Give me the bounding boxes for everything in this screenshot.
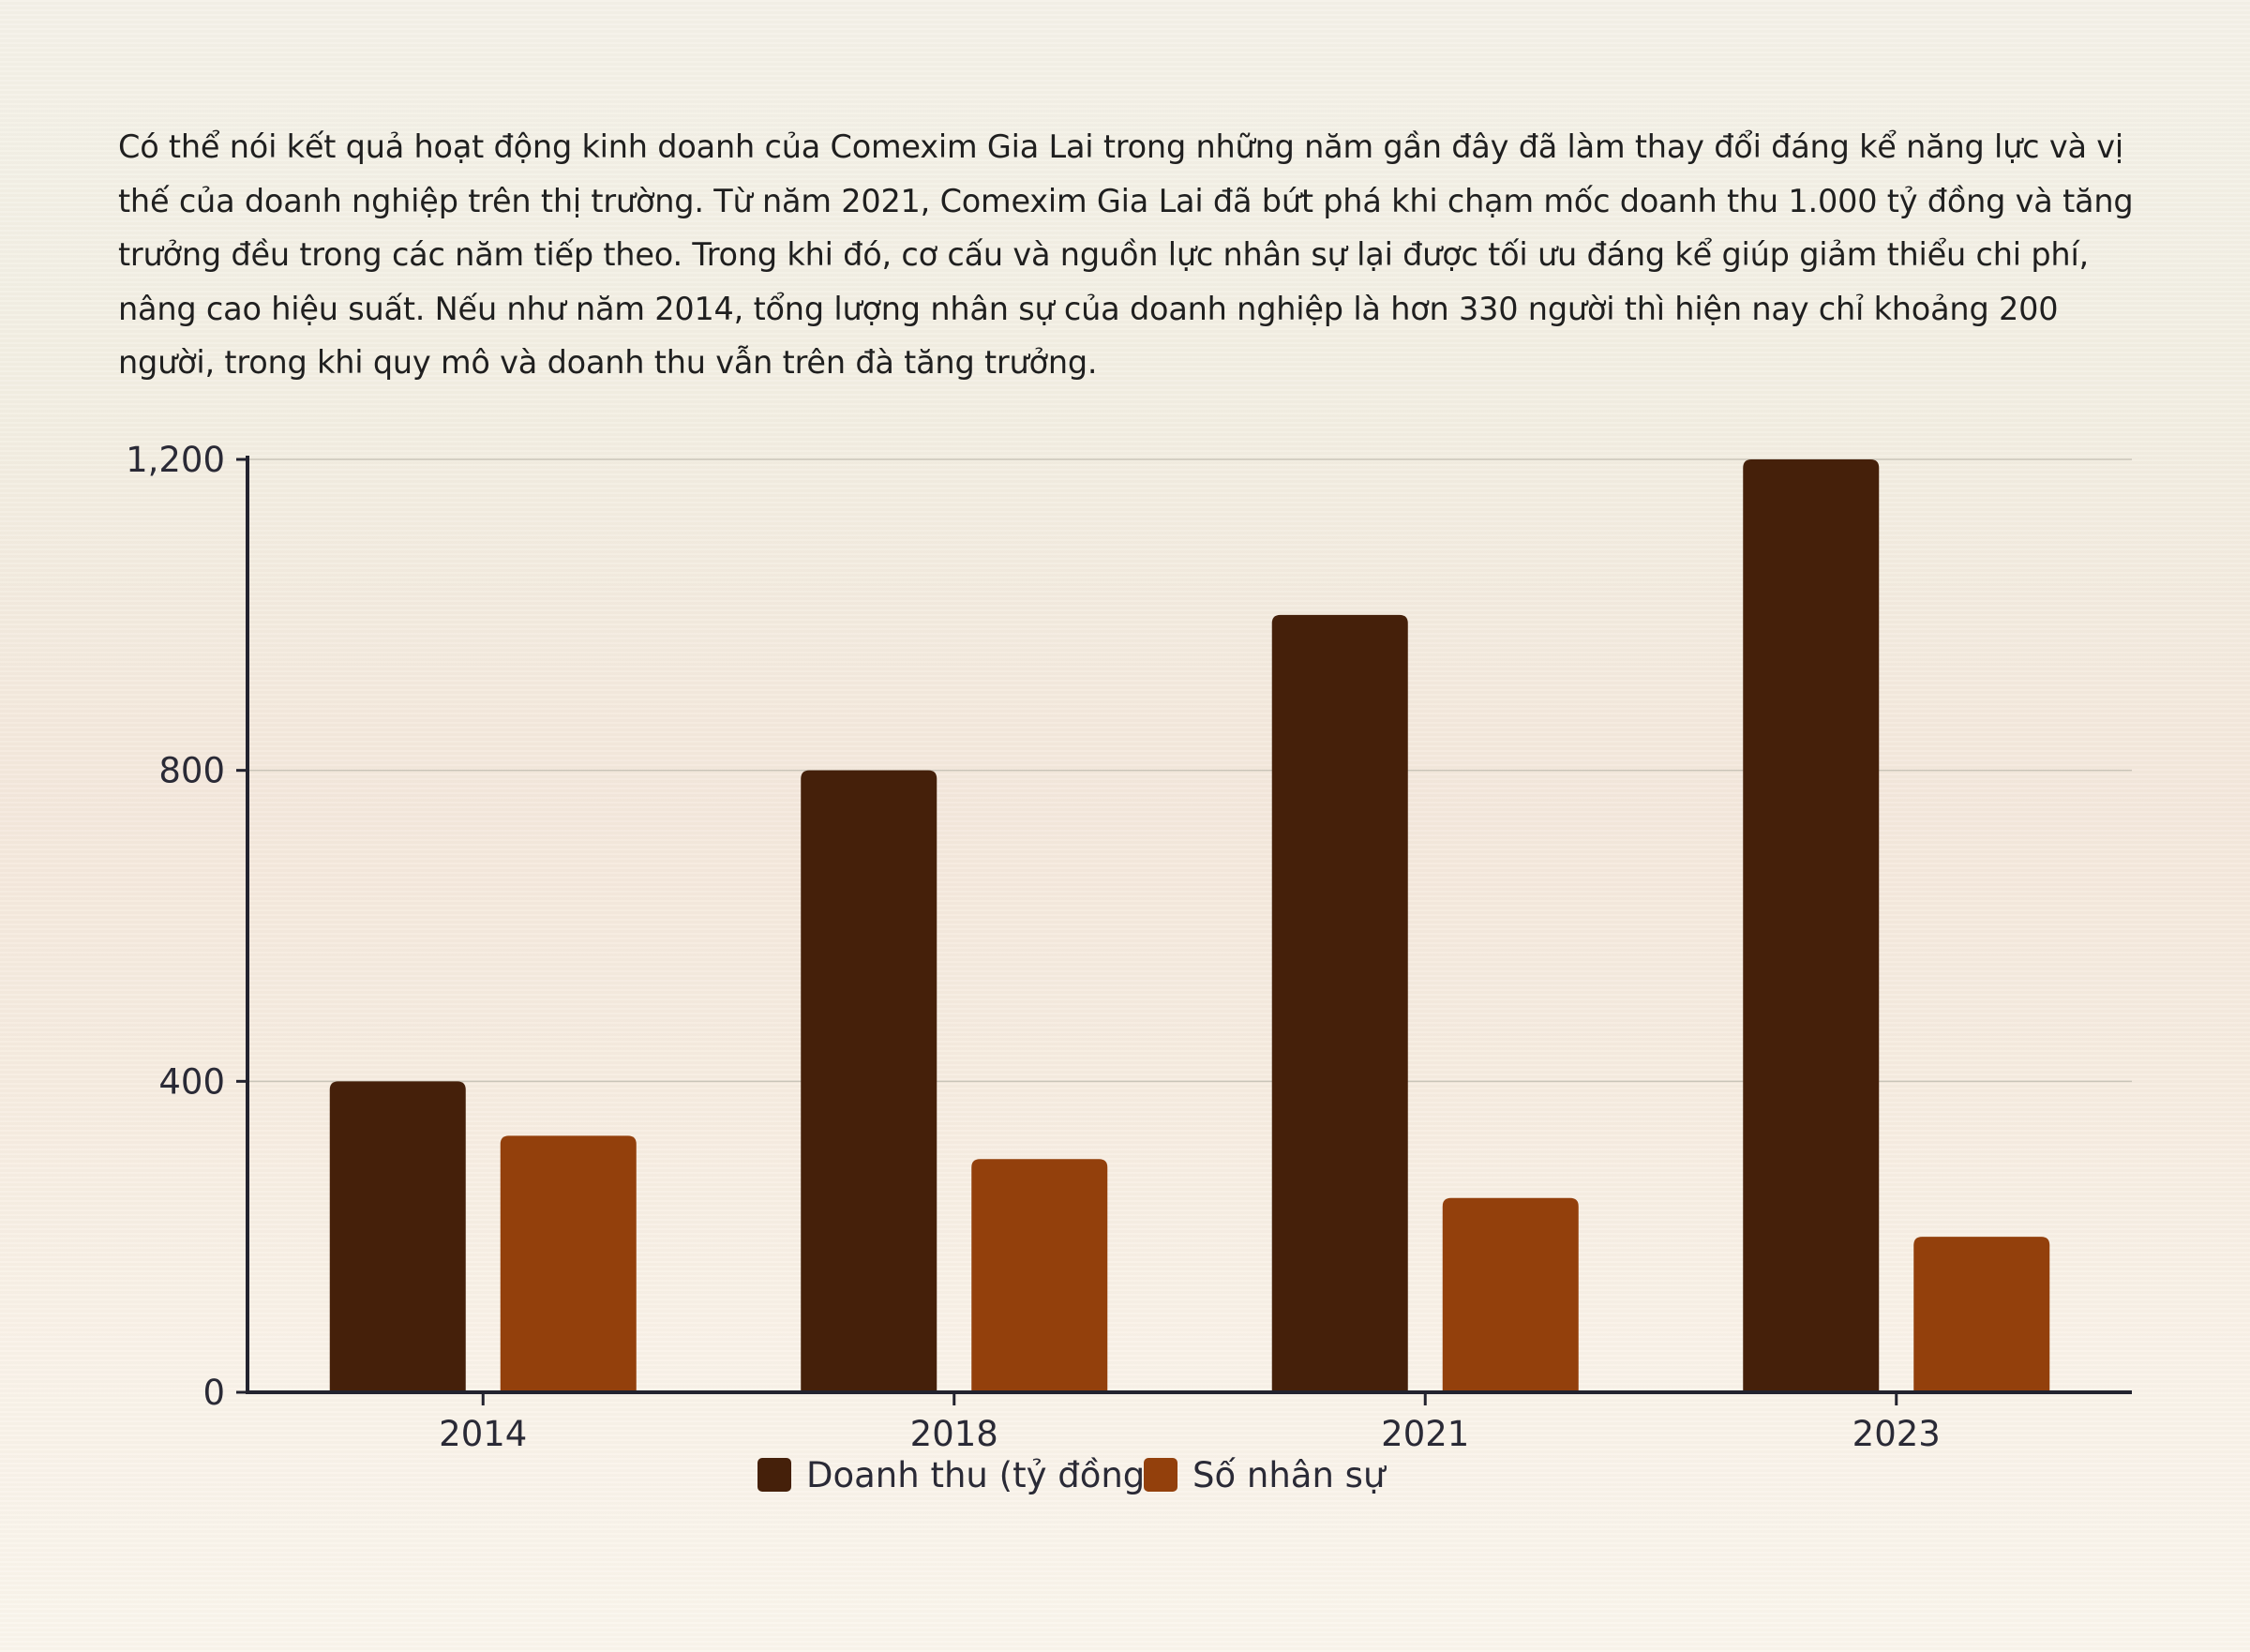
x-tick-label: 2021 [1381, 1414, 1469, 1454]
legend: Doanh thu (tỷ đồng) Số nhân sự [758, 1455, 1388, 1495]
legend-label-doanh-thu: Doanh thu (tỷ đồng) [806, 1455, 1159, 1495]
bar-doanh-thu-2014 [329, 1081, 466, 1392]
y-tick-label: 400 [158, 1061, 225, 1102]
x-tick-label: 2014 [439, 1414, 527, 1454]
intro-paragraph: Có thể nói kết quả hoạt động kinh doanh … [118, 128, 2134, 381]
y-tick-label: 800 [158, 751, 225, 791]
x-tick-label: 2023 [1852, 1414, 1941, 1454]
legend-swatch-nhan-su [1144, 1458, 1178, 1492]
bar-doanh-thu-2021 [1271, 614, 1408, 1392]
bars [329, 459, 2050, 1392]
x-tick-label: 2018 [910, 1414, 998, 1454]
bar-nhan-su-2018 [971, 1159, 1108, 1392]
axes: 0 400 800 1,200 2014 2018 2021 2023 [126, 440, 2132, 1454]
bar-doanh-thu-2023 [1743, 459, 1880, 1392]
y-tick-label: 0 [202, 1373, 225, 1413]
bar-nhan-su-2023 [1913, 1237, 2050, 1392]
legend-label-nhan-su: Số nhân sự [1192, 1455, 1388, 1495]
y-tick-label: 1,200 [126, 440, 225, 480]
bar-nhan-su-2014 [500, 1135, 637, 1392]
bar-doanh-thu-2018 [801, 770, 938, 1392]
legend-swatch-doanh-thu [758, 1458, 791, 1492]
bar-nhan-su-2021 [1442, 1197, 1579, 1392]
